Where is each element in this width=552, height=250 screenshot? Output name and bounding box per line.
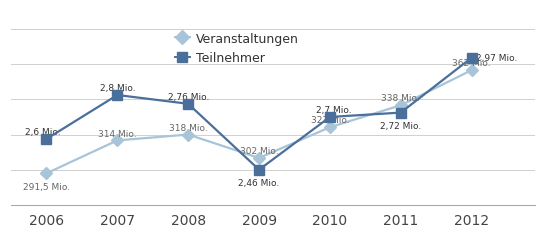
Text: 2,46 Mio.: 2,46 Mio. — [238, 179, 280, 188]
Text: 362 Mio.: 362 Mio. — [452, 59, 491, 68]
Text: 2,97 Mio.: 2,97 Mio. — [476, 54, 517, 63]
Text: 302 Mio.: 302 Mio. — [240, 146, 278, 156]
Legend: Veranstaltungen, Teilnehmer: Veranstaltungen, Teilnehmer — [174, 33, 299, 65]
Text: 2,72 Mio.: 2,72 Mio. — [380, 122, 421, 131]
Text: 2,6 Mio.: 2,6 Mio. — [25, 128, 61, 136]
Text: 338 Mio.: 338 Mio. — [381, 94, 420, 103]
Text: 2,8 Mio.: 2,8 Mio. — [99, 84, 135, 93]
Text: 323 Mio.: 323 Mio. — [311, 116, 349, 125]
Text: 291,5 Mio.: 291,5 Mio. — [23, 182, 70, 191]
Text: 314 Mio.: 314 Mio. — [98, 129, 137, 138]
Text: 318 Mio.: 318 Mio. — [169, 123, 208, 132]
Text: 2,7 Mio.: 2,7 Mio. — [316, 106, 351, 115]
Text: 2,76 Mio.: 2,76 Mio. — [167, 92, 209, 102]
